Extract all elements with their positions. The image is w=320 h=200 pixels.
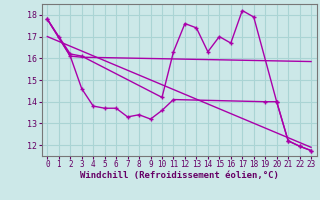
X-axis label: Windchill (Refroidissement éolien,°C): Windchill (Refroidissement éolien,°C) xyxy=(80,171,279,180)
